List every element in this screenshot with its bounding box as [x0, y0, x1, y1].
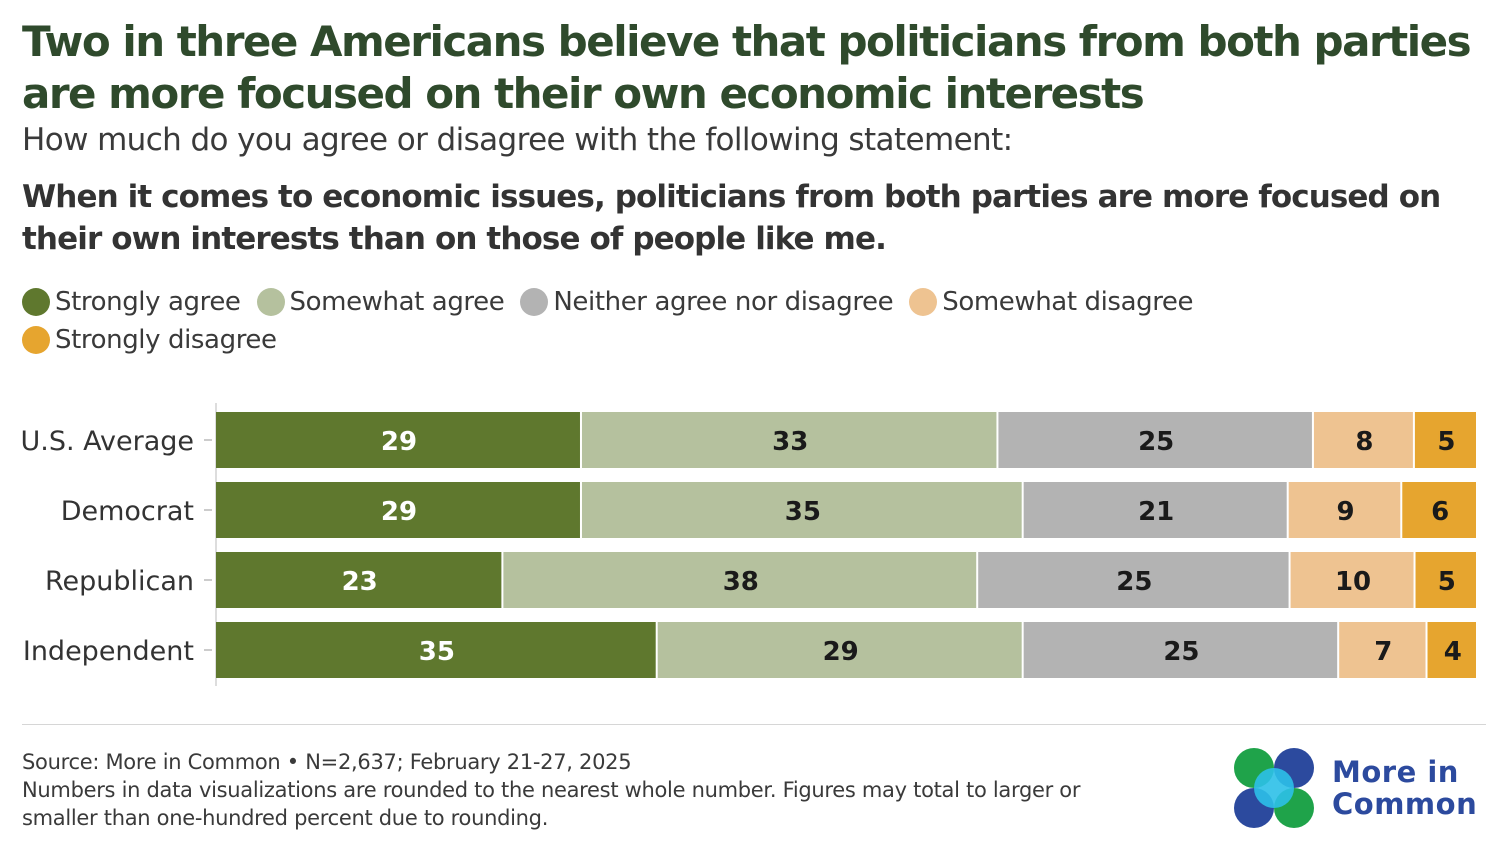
data-label: 6: [1431, 497, 1449, 527]
bar-segment: [978, 552, 1289, 608]
category-label: U.S. Average: [20, 426, 194, 457]
legend-label: Strongly agree: [55, 287, 241, 317]
legend-swatch: [909, 288, 938, 316]
legend-label: Somewhat disagree: [942, 287, 1194, 317]
legend-item-neither: Neither agree nor disagree: [520, 286, 894, 318]
legend-item-strongly-disagree: Strongly disagree: [22, 324, 277, 356]
data-label: 5: [1437, 427, 1455, 457]
data-label: 29: [381, 427, 417, 457]
data-label: 7: [1374, 637, 1392, 667]
more-in-common-logo: More in Common: [1234, 748, 1477, 828]
data-label: 25: [1163, 637, 1199, 667]
bar-segment: [1313, 412, 1413, 468]
source-note: Source: More in Common • N=2,637; Februa…: [22, 750, 632, 774]
data-label: 33: [772, 427, 808, 457]
data-label: 10: [1335, 567, 1371, 597]
category-label: Democrat: [61, 496, 194, 527]
data-label: 29: [381, 497, 417, 527]
category-label: Republican: [45, 566, 194, 597]
legend-item-strongly-agree: Strongly agree: [22, 286, 241, 318]
data-label: 25: [1116, 567, 1152, 597]
category-label: Independent: [23, 636, 194, 667]
bar-segment: [1402, 482, 1476, 538]
legend-label: Neither agree nor disagree: [553, 287, 894, 317]
bar-segment: [503, 552, 977, 608]
logo-mark-icon: [1234, 748, 1314, 828]
bar-segment: [1288, 482, 1401, 538]
chart-title: Two in three Americans believe that poli…: [22, 17, 1472, 118]
footer: Source: More in Common • N=2,637; Februa…: [22, 748, 1142, 832]
chart-subtitle: How much do you agree or disagree with t…: [22, 122, 1013, 158]
data-label: 9: [1336, 497, 1354, 527]
bar-segment: [1427, 622, 1476, 678]
logo-line-2: Common: [1332, 787, 1478, 821]
data-label: 29: [823, 637, 859, 667]
bar-segment: [216, 412, 580, 468]
data-label: 25: [1138, 427, 1174, 457]
bar-segment: [216, 622, 656, 678]
logo-line-1: More in: [1332, 755, 1459, 789]
legend-label: Strongly disagree: [55, 325, 277, 355]
bar-segment: [581, 482, 1022, 538]
survey-statement: When it comes to economic issues, politi…: [22, 179, 1441, 257]
data-label: 38: [723, 567, 759, 597]
legend-swatch: [520, 288, 549, 316]
data-label: 35: [419, 637, 455, 667]
bar-segment: [1023, 622, 1338, 678]
legend-swatch: [22, 288, 50, 316]
bar-segment: [1023, 482, 1287, 538]
bar-segment: [1415, 552, 1476, 608]
bar-segment: [1339, 622, 1426, 678]
stacked-bar-chart: U.S. Average 29 33 25 8 5 Democrat 29 35 21 9 6 Repu…: [20, 403, 1476, 686]
bar-segment: [998, 412, 1312, 468]
legend-item-somewhat-agree: Somewhat agree: [256, 286, 505, 318]
bar-segment: [216, 482, 580, 538]
rounding-note: Numbers in data visualizations are round…: [22, 778, 1081, 830]
data-label: 23: [342, 567, 378, 597]
bar-segment: [657, 622, 1022, 678]
bar-segment: [581, 412, 997, 468]
data-label: 4: [1444, 637, 1462, 667]
data-label: 8: [1355, 427, 1373, 457]
footer-divider: [22, 724, 1486, 725]
chart-legend: Strongly agree Somewhat agree Neither ag…: [22, 286, 1442, 356]
bar-segment: [216, 552, 502, 608]
data-label: 21: [1138, 497, 1174, 527]
legend-swatch: [256, 288, 285, 316]
legend-label: Somewhat agree: [289, 287, 505, 317]
bar-segment: [1414, 412, 1476, 468]
logo-wordmark: More in Common: [1332, 756, 1477, 820]
bar-segment: [1290, 552, 1414, 608]
data-label: 35: [785, 497, 821, 527]
legend-swatch: [22, 326, 50, 354]
legend-item-somewhat-disagree: Somewhat disagree: [909, 286, 1194, 318]
data-label: 5: [1438, 567, 1456, 597]
